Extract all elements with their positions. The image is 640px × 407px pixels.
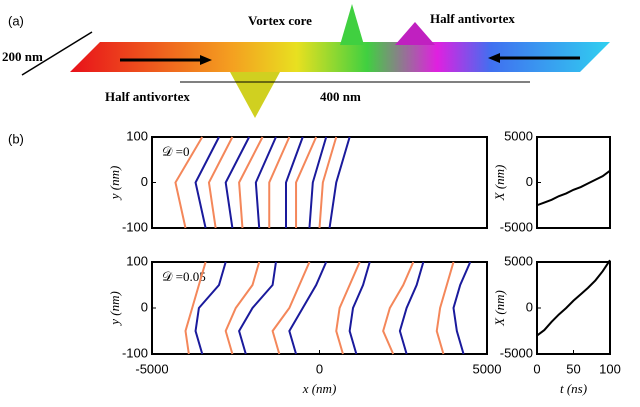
y-tick-label: 0 (526, 299, 533, 314)
y-tick-label: 0 (141, 299, 148, 314)
line (335, 261, 361, 355)
line (238, 261, 277, 355)
illustration (21, 4, 610, 118)
annotation: 𝒟 =0.05 (162, 269, 206, 284)
line (536, 259, 611, 337)
y-tick-label: 100 (126, 253, 148, 268)
y-axis-label: y (nm) (107, 291, 122, 327)
line (174, 136, 204, 229)
y-tick-label: 5000 (504, 253, 533, 268)
annotation: Half antivortex (105, 89, 190, 104)
arrow-head (200, 55, 212, 65)
y-tick-label: 0 (526, 174, 533, 189)
annotation: Vortex core (248, 13, 312, 28)
bump (395, 22, 435, 45)
x-axis-label: t (ns) (560, 381, 587, 396)
plot-frame (536, 136, 611, 229)
annotation: Half antivortex (430, 11, 515, 26)
x-tick-label: -5000 (135, 361, 168, 376)
y-tick-label: -100 (122, 219, 148, 234)
y-tick-label: -5000 (500, 219, 533, 234)
line (382, 261, 415, 355)
y-tick-label: -100 (122, 345, 148, 360)
annotation: 𝒟 =0 (162, 144, 189, 159)
x-tick-label: 5000 (473, 361, 502, 376)
line (271, 261, 311, 355)
line (184, 261, 207, 355)
line (194, 261, 227, 355)
y-axis-label: y (nm) (107, 166, 122, 202)
line (207, 136, 234, 229)
line (238, 136, 264, 229)
y-tick-label: -5000 (500, 345, 533, 360)
y-tick-label: 100 (126, 128, 148, 143)
line (288, 261, 328, 355)
y-axis-label: X (nm) (492, 165, 507, 202)
film (70, 42, 610, 72)
line (318, 136, 338, 229)
line (348, 261, 371, 355)
y-tick-label: 0 (141, 174, 148, 189)
line (435, 261, 455, 355)
line (268, 136, 291, 228)
line (254, 136, 277, 229)
x-tick-label: 100 (599, 361, 621, 376)
x-axis-label: x (nm) (302, 381, 337, 396)
panel-label: (a) (8, 13, 24, 28)
line (295, 136, 318, 228)
x-tick-label: 0 (316, 361, 323, 376)
line (398, 261, 425, 355)
y-axis-label: X (nm) (492, 290, 507, 327)
annotation: 400 nm (320, 89, 361, 104)
line (452, 261, 472, 355)
line (308, 136, 328, 229)
dip (230, 72, 280, 118)
arrow-head (488, 53, 500, 63)
y-tick-label: 5000 (504, 128, 533, 143)
dimension-line (21, 31, 93, 76)
line (194, 136, 220, 229)
line (224, 136, 251, 229)
x-tick-label: 0 (533, 361, 540, 376)
peak (340, 4, 364, 45)
x-tick-label: 50 (566, 361, 580, 376)
line (224, 261, 261, 355)
line (285, 136, 304, 228)
line (328, 136, 351, 229)
annotation: 200 nm (2, 49, 43, 64)
panel-label: (b) (8, 131, 24, 146)
line (536, 169, 611, 207)
